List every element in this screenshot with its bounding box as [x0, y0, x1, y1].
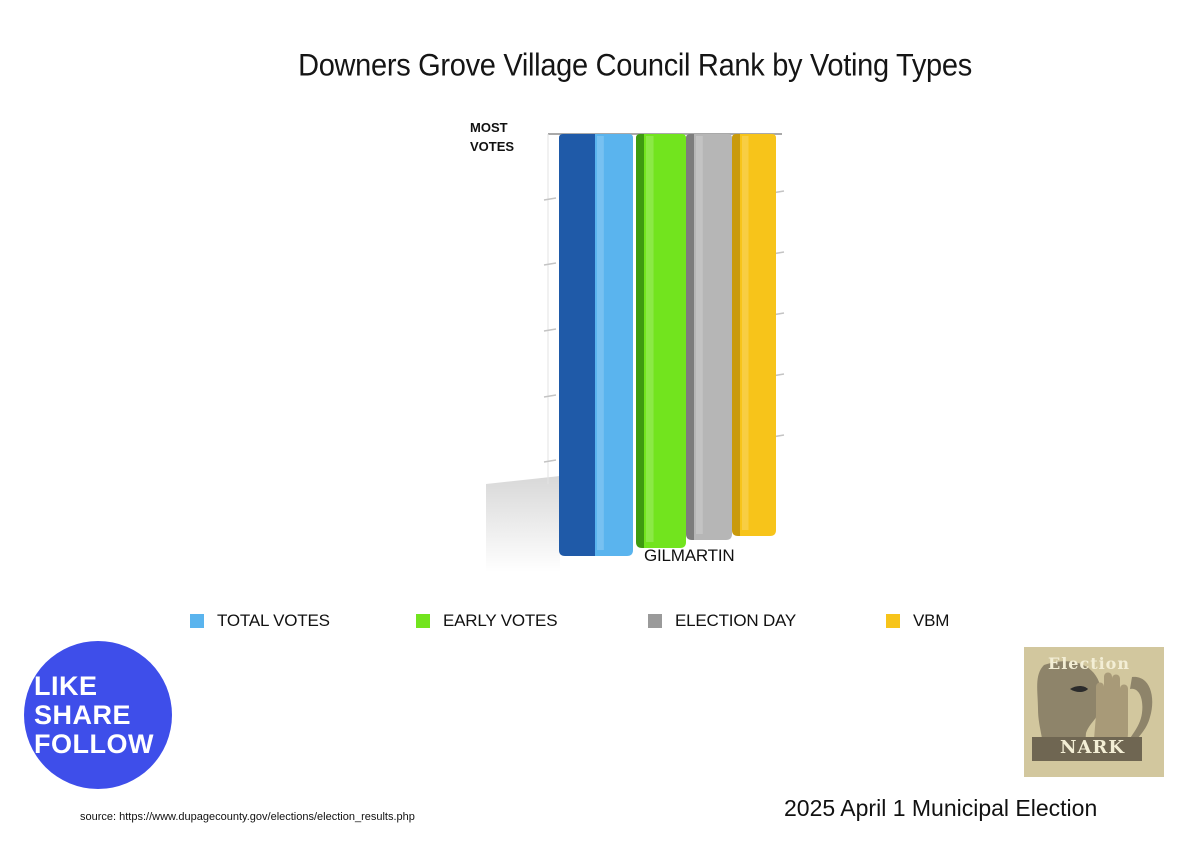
y-axis-label-top: MOST VOTES — [470, 118, 514, 156]
bars-group — [559, 134, 776, 556]
legend-item-election-day: ELECTION DAY — [648, 611, 796, 631]
bar-early-votes — [644, 134, 686, 548]
chart-floor — [486, 476, 560, 572]
badge-line-share: SHARE — [34, 700, 132, 730]
logo-banner — [1032, 737, 1142, 761]
legend-label-vbm: VBM — [913, 611, 950, 630]
bar-highlight-election-day — [696, 136, 703, 534]
bar-highlight-vbm — [742, 136, 749, 530]
eye-shape — [1070, 686, 1088, 692]
legend-item-total-votes: TOTAL VOTES — [190, 611, 330, 631]
bar-side-early-votes — [636, 134, 644, 548]
ear-shape — [1124, 676, 1153, 751]
election-nark-logo — [1024, 647, 1164, 777]
face-profile-shape — [1037, 661, 1102, 759]
bar-highlight-total-votes — [597, 136, 604, 550]
legend-swatch-election-day — [648, 614, 662, 628]
bar-election-day — [694, 134, 732, 540]
legend-swatch-early-votes — [416, 614, 430, 628]
badge-line-like: LIKE — [34, 671, 98, 701]
bar-vbm — [740, 134, 776, 536]
badge-text: LIKE SHARE FOLLOW — [34, 672, 154, 759]
logo-text-nark: NARK — [1060, 737, 1126, 758]
bar-side-vbm — [732, 134, 740, 536]
logo-text-election: Election — [1048, 654, 1130, 673]
y-axis-label-line2: VOTES — [470, 139, 515, 154]
bar-total-votes — [595, 134, 633, 556]
left-ticks — [543, 197, 557, 463]
bar-side-election-day — [686, 134, 694, 540]
legend-label-early-votes: EARLY VOTES — [443, 611, 558, 630]
chart-title: Downers Grove Village Council Rank by Vo… — [298, 48, 972, 84]
election-caption: 2025 April 1 Municipal Election — [784, 795, 1098, 821]
legend-label-election-day: ELECTION DAY — [675, 611, 797, 630]
legend-item-vbm: VBM — [886, 611, 949, 631]
y-axis-label-line1: MOST — [470, 120, 508, 135]
legend-label-total-votes: TOTAL VOTES — [217, 611, 330, 630]
legend-item-early-votes: EARLY VOTES — [416, 611, 558, 631]
legend: TOTAL VOTES EARLY VOTES ELECTION DAY VBM — [0, 611, 1200, 637]
bar-side-total-votes — [559, 134, 595, 556]
legend-swatch-total-votes — [190, 614, 204, 628]
like-share-follow-badge[interactable] — [24, 641, 172, 789]
badge-line-follow: FOLLOW — [34, 729, 154, 759]
bar-highlight-early-votes — [646, 136, 654, 542]
legend-swatch-vbm — [886, 614, 900, 628]
source-note: source: https://www.dupagecounty.gov/ele… — [80, 811, 415, 823]
x-tick-label: GILMARTIN — [644, 546, 735, 565]
hand-shape — [1094, 672, 1128, 755]
